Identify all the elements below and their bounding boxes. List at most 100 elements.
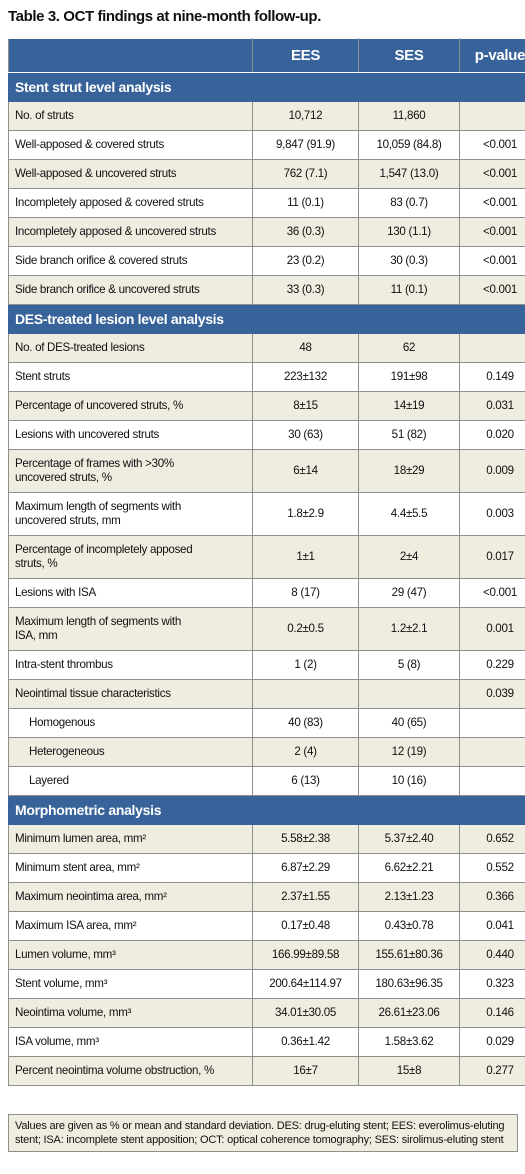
value-cell: 62 <box>358 333 460 363</box>
table-row: Lesions with ISA 8 (17) 29 (47) <0.001 <box>8 578 525 608</box>
label-line: struts, % <box>15 557 58 570</box>
value-cell: 0.440 <box>459 940 525 970</box>
label-line: Stent struts <box>15 370 71 383</box>
table-row: Minimum stent area, mm² 6.87±2.29 6.62±2.2… <box>8 853 525 883</box>
table-row: Maximum neointima area, mm² 2.37±1.55 2.13… <box>8 882 525 912</box>
row-label: Neointimal tissue characteristics <box>8 679 253 709</box>
table-row: Layered 6 (13) 10 (16) <box>8 766 525 796</box>
row-label: Lesions with ISA <box>8 578 253 608</box>
value-cell: 1.58±3.62 <box>358 1027 460 1057</box>
section-title: Stent strut level analysis <box>8 72 525 102</box>
row-label: Layered <box>8 766 253 796</box>
table-row: No. of DES-treated lesions 48 62 <box>8 333 525 363</box>
value-cell: 0.277 <box>459 1056 525 1086</box>
value-cell <box>459 737 525 767</box>
row-label: Minimum lumen area, mm² <box>8 824 253 854</box>
table-row: Lumen volume, mm³ 166.99±89.58 155.61±80.3… <box>8 940 525 970</box>
value-cell: 6±14 <box>252 449 359 493</box>
row-label: ISA volume, mm³ <box>8 1027 253 1057</box>
label-line: uncovered struts, % <box>15 471 112 484</box>
label-line: Well-apposed & covered struts <box>15 138 164 151</box>
value-cell: 2 (4) <box>252 737 359 767</box>
table-row: Stent volume, mm³ 200.64±114.97 180.63±96.… <box>8 969 525 999</box>
value-cell: 51 (82) <box>358 420 460 450</box>
table-row: Side branch orifice & uncovered struts 33… <box>8 275 525 305</box>
header-cell <box>8 38 253 73</box>
value-cell: 9,847 (91.9) <box>252 130 359 160</box>
value-cell: 0.009 <box>459 449 525 493</box>
value-cell: 30 (63) <box>252 420 359 450</box>
row-label: Homogenous <box>8 708 253 738</box>
value-cell: <0.001 <box>459 159 525 189</box>
table-row: Side branch orifice & covered struts 23 (… <box>8 246 525 276</box>
header-cell: p-value <box>459 38 525 73</box>
row-label: Side branch orifice & uncovered struts <box>8 275 253 305</box>
row-label: Side branch orifice & covered struts <box>8 246 253 276</box>
value-cell: 5 (8) <box>358 650 460 680</box>
value-cell: 5.37±2.40 <box>358 824 460 854</box>
value-cell: 8 (17) <box>252 578 359 608</box>
table-row: Lesions with uncovered struts 30 (63) 51 (… <box>8 420 525 450</box>
section-row: Stent strut level analysis <box>8 72 525 102</box>
table-row: Heterogeneous 2 (4) 12 (19) <box>8 737 525 767</box>
value-cell: 11,860 <box>358 101 460 131</box>
value-cell: 30 (0.3) <box>358 246 460 276</box>
value-cell: 18±29 <box>358 449 460 493</box>
label-line: Incompletely apposed & uncovered struts <box>15 225 216 238</box>
row-label: Incompletely apposed & covered struts <box>8 188 253 218</box>
value-cell: 26.61±23.06 <box>358 998 460 1028</box>
table-row: Minimum lumen area, mm² 5.58±2.38 5.37±2.4… <box>8 824 525 854</box>
table-row: Incompletely apposed & uncovered struts 3… <box>8 217 525 247</box>
table-row: Maximum length of segments with uncovered… <box>8 492 525 536</box>
value-cell: 4.4±5.5 <box>358 492 460 536</box>
value-cell: 0.017 <box>459 535 525 579</box>
value-cell <box>252 679 359 709</box>
value-cell: 83 (0.7) <box>358 188 460 218</box>
value-cell: 0.43±0.78 <box>358 911 460 941</box>
value-cell: 2.13±1.23 <box>358 882 460 912</box>
value-cell: 0.366 <box>459 882 525 912</box>
value-cell: 0.2±0.5 <box>252 607 359 651</box>
label-line: Heterogeneous <box>29 745 105 758</box>
row-label: Lesions with uncovered struts <box>8 420 253 450</box>
value-cell: 0.031 <box>459 391 525 421</box>
value-cell: 6 (13) <box>252 766 359 796</box>
label-line: Lesions with ISA <box>15 586 96 599</box>
row-label: No. of struts <box>8 101 253 131</box>
value-cell: 0.229 <box>459 650 525 680</box>
label-line: Homogenous <box>29 716 95 729</box>
value-cell: <0.001 <box>459 217 525 247</box>
table-row: ISA volume, mm³ 0.36±1.42 1.58±3.62 0.029 <box>8 1027 525 1057</box>
value-cell <box>459 333 525 363</box>
value-cell: 0.149 <box>459 362 525 392</box>
value-cell: 14±19 <box>358 391 460 421</box>
value-cell: 10,712 <box>252 101 359 131</box>
table-row: No. of struts 10,712 11,860 <box>8 101 525 131</box>
value-cell: 12 (19) <box>358 737 460 767</box>
label-line: Well-apposed & uncovered struts <box>15 167 177 180</box>
section-row: DES-treated lesion level analysis <box>8 304 525 334</box>
value-cell: 0.041 <box>459 911 525 941</box>
label-line: Maximum neointima area, mm² <box>15 890 167 903</box>
row-label: Heterogeneous <box>8 737 253 767</box>
value-cell: 1±1 <box>252 535 359 579</box>
value-cell <box>459 101 525 131</box>
value-cell: <0.001 <box>459 188 525 218</box>
value-cell: 29 (47) <box>358 578 460 608</box>
row-label: Neointima volume, mm³ <box>8 998 253 1028</box>
value-cell: 0.003 <box>459 492 525 536</box>
label-line: No. of struts <box>15 109 74 122</box>
label-line: Maximum length of segments with <box>15 500 181 513</box>
section-title: DES-treated lesion level analysis <box>8 304 525 334</box>
table-row: Percent neointima volume obstruction, % 1… <box>8 1056 525 1086</box>
table-row: Well-apposed & uncovered struts 762 (7.1)… <box>8 159 525 189</box>
row-label: Maximum neointima area, mm² <box>8 882 253 912</box>
label-line: Side branch orifice & uncovered struts <box>15 283 200 296</box>
header-row: EES SES p-value <box>8 38 525 73</box>
value-cell: 0.029 <box>459 1027 525 1057</box>
value-cell: 0.001 <box>459 607 525 651</box>
label-line: Incompletely apposed & covered struts <box>15 196 204 209</box>
value-cell: 0.323 <box>459 969 525 999</box>
label-line: Percent neointima volume obstruction, % <box>15 1064 215 1077</box>
label-line: Neointima volume, mm³ <box>15 1006 132 1019</box>
